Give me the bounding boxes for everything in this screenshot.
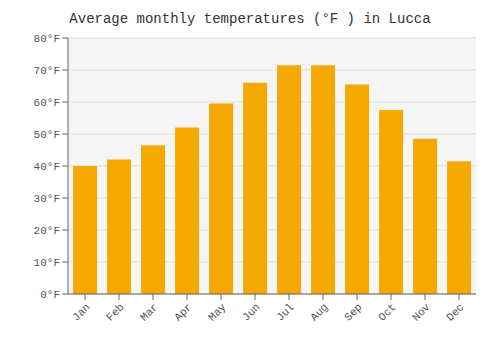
- svg-text:10°F: 10°F: [34, 257, 60, 269]
- svg-text:Oct: Oct: [376, 301, 398, 323]
- svg-text:Sep: Sep: [342, 301, 364, 323]
- svg-text:20°F: 20°F: [34, 225, 60, 237]
- svg-text:Mar: Mar: [138, 301, 160, 323]
- svg-text:Jun: Jun: [240, 301, 262, 323]
- svg-text:Aug: Aug: [308, 301, 330, 323]
- svg-text:Nov: Nov: [410, 301, 433, 324]
- svg-text:Jul: Jul: [274, 301, 296, 323]
- svg-text:60°F: 60°F: [34, 97, 60, 109]
- svg-text:0°F: 0°F: [40, 289, 60, 301]
- svg-text:Jan: Jan: [70, 301, 92, 323]
- svg-text:40°F: 40°F: [34, 161, 60, 173]
- svg-text:30°F: 30°F: [34, 193, 60, 205]
- svg-text:50°F: 50°F: [34, 129, 60, 141]
- svg-text:Feb: Feb: [104, 301, 126, 323]
- svg-text:80°F: 80°F: [34, 33, 60, 45]
- svg-text:70°F: 70°F: [34, 65, 60, 77]
- svg-text:May: May: [206, 301, 229, 324]
- svg-text:Apr: Apr: [172, 301, 194, 323]
- html-text:Average monthly temperatures (: Average monthly temperatures (°F ) in Lu…: [69, 11, 431, 27]
- svg-text:Dec: Dec: [444, 301, 466, 323]
